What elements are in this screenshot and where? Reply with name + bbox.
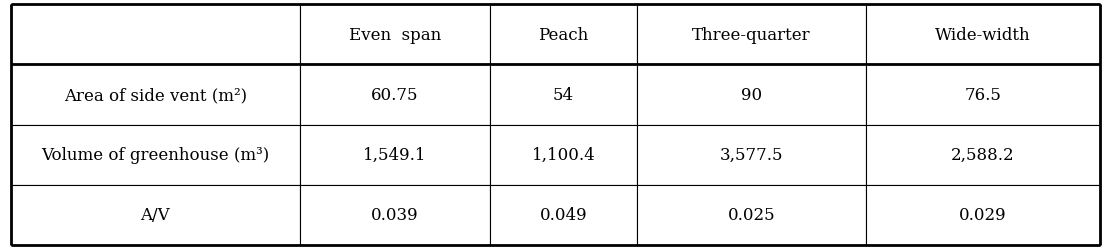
Text: 60.75: 60.75 (371, 86, 419, 104)
Bar (638, 65, 865, 125)
Bar (11, 125, 300, 185)
Text: A/V: A/V (141, 206, 170, 224)
Text: 2,588.2: 2,588.2 (951, 146, 1014, 164)
Text: 0.039: 0.039 (371, 206, 419, 224)
Text: 1,100.4: 1,100.4 (532, 146, 595, 164)
Bar (865, 5, 1100, 65)
Text: Volume of greenhouse (m³): Volume of greenhouse (m³) (41, 146, 270, 164)
Text: Even  span: Even span (349, 26, 441, 44)
Text: Peach: Peach (539, 26, 589, 44)
Text: Three-quarter: Three-quarter (692, 26, 811, 44)
Text: Wide-width: Wide-width (935, 26, 1031, 44)
Text: 76.5: 76.5 (964, 86, 1001, 104)
Bar (300, 65, 490, 125)
Bar (11, 5, 300, 65)
Bar (865, 185, 1100, 245)
Bar (490, 65, 638, 125)
Bar (490, 5, 638, 65)
Text: 1,549.1: 1,549.1 (363, 146, 427, 164)
Text: 0.029: 0.029 (959, 206, 1007, 224)
Text: 0.025: 0.025 (728, 206, 775, 224)
Bar (300, 5, 490, 65)
Text: 0.049: 0.049 (540, 206, 588, 224)
Bar (638, 185, 865, 245)
Bar (490, 185, 638, 245)
Bar (11, 65, 300, 125)
Text: 3,577.5: 3,577.5 (720, 146, 783, 164)
Text: Area of side vent (m²): Area of side vent (m²) (63, 86, 247, 104)
Bar (490, 125, 638, 185)
Bar (865, 125, 1100, 185)
Bar (300, 185, 490, 245)
Bar (11, 185, 300, 245)
Text: 54: 54 (553, 86, 574, 104)
Bar (300, 125, 490, 185)
Text: 90: 90 (741, 86, 762, 104)
Bar (638, 5, 865, 65)
Bar (865, 65, 1100, 125)
Bar (638, 125, 865, 185)
